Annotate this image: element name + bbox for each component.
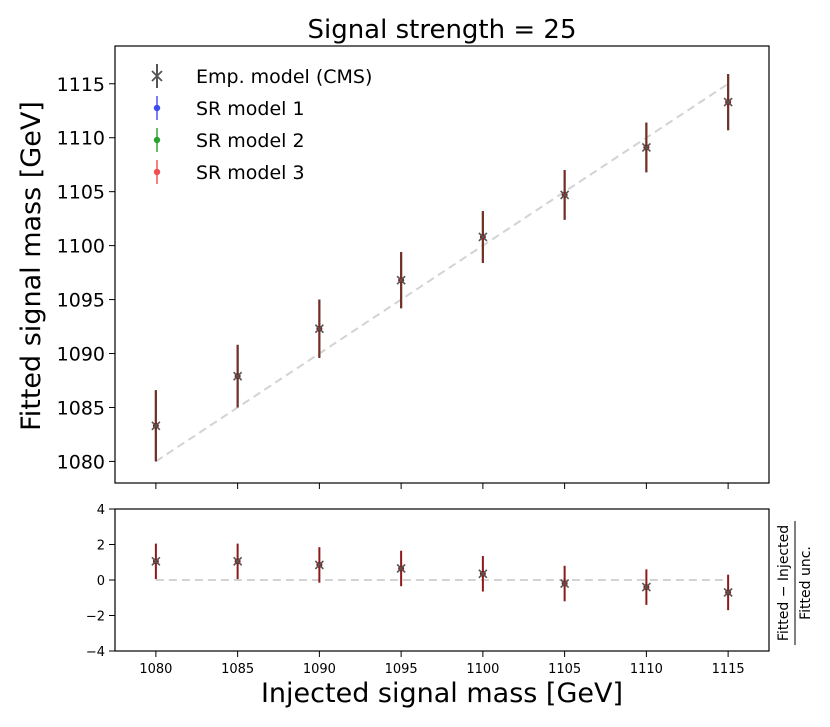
residual-x-marker (723, 587, 733, 597)
residual-x-marker (233, 556, 243, 566)
y-tick-label: 1095 (57, 290, 105, 312)
legend-dot-marker (153, 104, 161, 112)
residual-y-tick-label: 4 (97, 503, 105, 518)
main-axes-frame (114, 45, 770, 484)
legend-label: SR model 3 (196, 162, 305, 184)
residual-label-numerator: Fitted − Injected (776, 525, 792, 641)
y-tick-label: 1115 (57, 74, 105, 96)
legend-label: SR model 2 (196, 130, 305, 152)
x-tick-label: 1090 (303, 662, 336, 677)
legend-label: SR model 1 (196, 98, 305, 120)
x-marker (396, 275, 406, 285)
x-tick-label: 1085 (221, 662, 254, 677)
legend-label: Emp. model (CMS) (196, 66, 372, 88)
x-marker (233, 371, 243, 381)
residual-y-tick-label: −4 (86, 645, 105, 660)
main-plot-area: 1080 1085 1090 1095 1100 1105 1110 1115 (57, 45, 770, 489)
y-tick-label: 1080 (57, 451, 105, 473)
residual-x-marker (641, 582, 651, 592)
residual-plot-area: −4 −2 0 2 4 1080 1085 1090 1095 1100 1105 1110 1115 (86, 503, 770, 677)
x-axis-label: Injected signal mass [GeV] (261, 678, 623, 709)
residual-y-tick-label: 0 (97, 574, 105, 589)
x-marker (314, 324, 324, 334)
residual-x-marker (151, 556, 161, 566)
y-tick-label: 1090 (57, 344, 105, 366)
x-marker (560, 190, 570, 200)
chart-title: Signal strength = 25 (307, 15, 576, 45)
y-tick-label: 1110 (57, 128, 105, 150)
reference-diagonal (155, 82, 729, 463)
residual-y-axis-label: Fitted − Injected Fitted unc. (776, 521, 814, 645)
legend: Emp. model (CMS) SR model 1 SR model 2 SR m… (151, 64, 372, 184)
y-tick-label: 1100 (57, 236, 105, 258)
y-tick-label: 1105 (57, 182, 105, 204)
residual-x-marker (396, 563, 406, 574)
residual-y-tick-label: 2 (97, 539, 105, 554)
residual-y-tick-label: −2 (86, 610, 105, 625)
x-marker (151, 421, 161, 431)
x-tick-label: 1100 (466, 662, 499, 677)
legend-x-marker (151, 70, 163, 82)
x-tick-label: 1095 (385, 662, 418, 677)
residual-x-marker (314, 560, 324, 570)
x-tick-label: 1105 (548, 662, 581, 677)
x-tick-label: 1115 (712, 662, 745, 677)
residual-x-marker (560, 578, 570, 589)
legend-dot-marker (153, 136, 161, 144)
residual-x-marker (478, 569, 488, 579)
y-tick-label: 1085 (57, 397, 105, 419)
x-marker (723, 97, 733, 107)
x-tick-label: 1080 (139, 662, 172, 677)
x-tick-label: 1110 (630, 662, 663, 677)
y-axis-label: Fitted signal mass [GeV] (16, 101, 47, 431)
legend-dot-marker (153, 168, 161, 176)
x-marker (641, 142, 651, 152)
residual-label-denominator: Fitted unc. (798, 546, 814, 620)
x-marker (478, 232, 488, 242)
